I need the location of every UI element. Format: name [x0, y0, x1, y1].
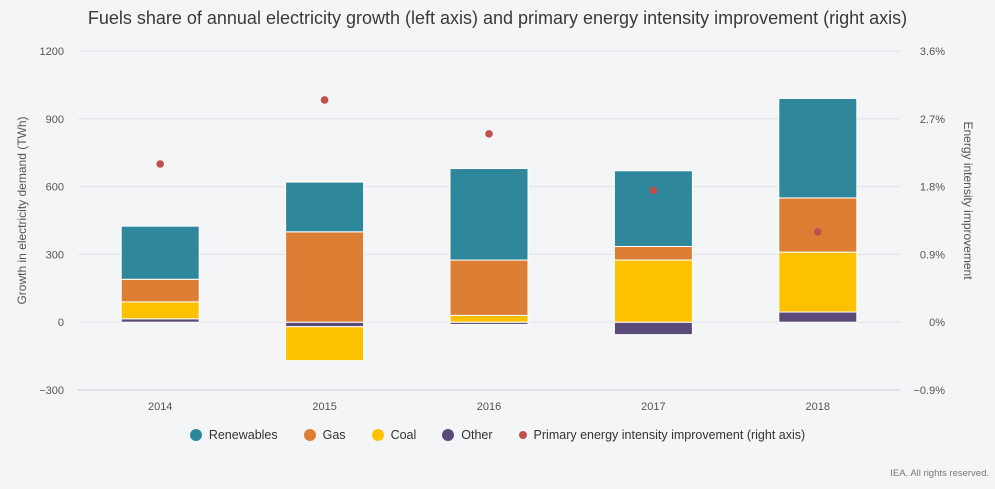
legend-swatch: [371, 429, 384, 441]
y-tick-label: 600: [46, 182, 64, 194]
legend-item[interactable]: Coal: [371, 428, 417, 442]
y2-tick-label: −0.9%: [914, 385, 946, 397]
intensity-point: [649, 186, 658, 195]
y-axis-title: Growth in electricity demand (TWh): [15, 116, 29, 304]
bar-gas: [449, 259, 529, 316]
legend-item[interactable]: Gas: [303, 428, 346, 442]
bar-gas: [285, 231, 365, 323]
bar-gas: [778, 197, 858, 253]
y2-tick-label: 0.9%: [920, 249, 945, 261]
bar-other: [120, 318, 200, 323]
bar-other: [613, 321, 693, 336]
legend-item[interactable]: Other: [442, 428, 493, 442]
bar-coal: [120, 301, 200, 320]
bar-coal: [613, 259, 693, 323]
x-tick-label: 2014: [148, 401, 172, 413]
chart-title: Fuels share of annual electricity growth…: [87, 8, 908, 28]
legend-item[interactable]: Renewables: [189, 428, 278, 442]
y-tick-label: −300: [39, 385, 64, 397]
intensity-point: [814, 228, 822, 236]
x-tick-label: 2017: [641, 401, 665, 413]
legend-label: Primary energy intensity improvement (ri…: [533, 428, 806, 442]
legend-label: Other: [461, 428, 493, 442]
credit-text: IEA. All rights reserved.: [890, 468, 989, 479]
y2-tick-label: 3.6%: [920, 46, 945, 58]
y2-tick-label: 2.7%: [920, 114, 945, 126]
x-tick-label: 2018: [806, 401, 830, 413]
bar-renewables: [120, 225, 200, 280]
bar-gas: [613, 245, 693, 261]
chart: 1200 900 600 300 0 −300 3.6% 2.7% 1.8% 0.9% 0% −0.9…: [15, 46, 975, 413]
legend-swatch: [442, 429, 455, 441]
legend-swatch: [303, 429, 316, 441]
y-tick-label: 300: [46, 249, 64, 261]
legend-item[interactable]: Primary energy intensity improvement (ri…: [518, 428, 806, 442]
bar-other: [285, 321, 365, 328]
bar-renewables: [449, 168, 529, 261]
y-tick-label: 0: [58, 317, 64, 329]
legend-swatch: [518, 431, 527, 439]
bar-coal: [449, 314, 529, 323]
legend: Renewables Gas Coal Other Primary energy int…: [0, 428, 995, 442]
bar-coal: [285, 326, 365, 362]
y2-tick-label: 0%: [929, 317, 945, 329]
y-tick-label: 900: [46, 114, 64, 126]
bar-renewables: [613, 170, 693, 247]
x-tick-label: 2015: [312, 401, 336, 413]
legend-label: Gas: [322, 428, 346, 442]
legend-label: Coal: [390, 428, 417, 442]
legend-swatch: [189, 429, 202, 441]
y-tick-label: 1200: [40, 46, 64, 58]
x-tick-label: 2016: [477, 401, 501, 413]
intensity-point: [320, 96, 329, 104]
bar-renewables: [285, 181, 365, 233]
intensity-point: [485, 130, 493, 138]
bar-renewables: [778, 97, 858, 199]
intensity-point: [156, 160, 164, 168]
bar-coal: [778, 251, 858, 313]
legend-label: Renewables: [208, 428, 278, 442]
bar-gas: [120, 278, 200, 303]
y2-axis-title: Energy intensity improvement: [961, 121, 975, 280]
y2-tick-label: 1.8%: [920, 182, 945, 194]
bar-other: [778, 311, 858, 323]
